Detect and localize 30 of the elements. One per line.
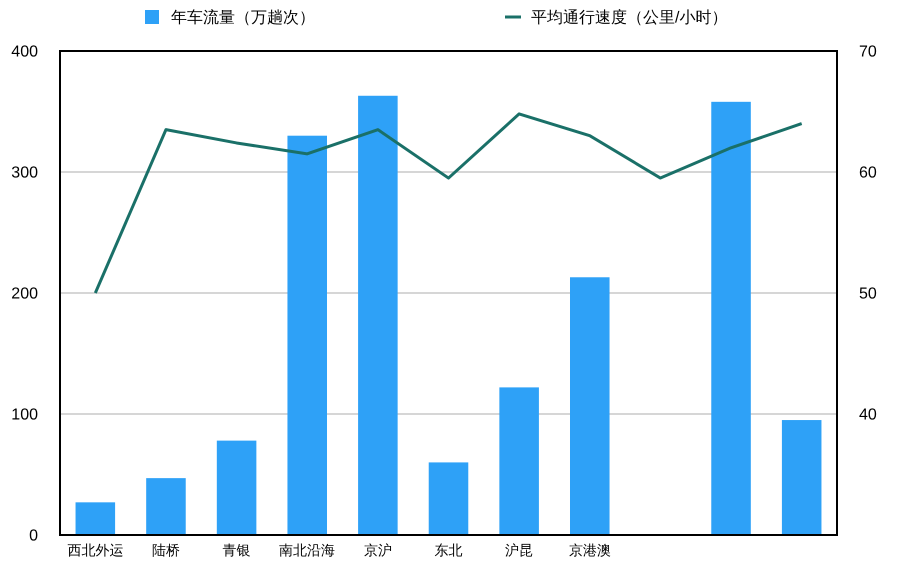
y2-tick-label: 70 [859,44,877,61]
legend-label: 平均通行速度（公里/小时） [531,8,728,27]
y2-tick-label: 40 [859,406,877,424]
x-tick-label: 东北 [434,542,462,558]
x-tick-label: 南北沿海 [279,542,336,558]
y-tick-label: 0 [29,528,38,545]
y-tick-label: 300 [11,164,38,182]
bar [428,462,468,535]
x-tick-label: 西北外运 [67,542,124,558]
bar [358,96,398,535]
y-tick-label: 200 [11,286,38,303]
x-tick-label: 京港澳 [568,542,611,558]
bar [499,387,539,535]
y2-tick-label: 60 [859,164,877,182]
legend-label: 年车流量（万趟次） [171,8,315,27]
y2-tick-label: 50 [859,286,877,303]
bar [782,420,822,535]
bar [76,502,116,535]
y-tick-label: 400 [11,44,38,61]
line-series [94,112,804,294]
bar [711,102,751,535]
bar [216,440,256,535]
x-tick-label: 京沪 [364,542,392,558]
bar [570,277,610,535]
x-tick-label: 陆桥 [152,542,180,558]
bar [146,478,186,535]
x-tick-label: 沪昆 [505,542,534,558]
bar [287,136,328,535]
y-tick-label: 100 [11,406,38,424]
x-tick-label: 青银 [222,542,251,558]
